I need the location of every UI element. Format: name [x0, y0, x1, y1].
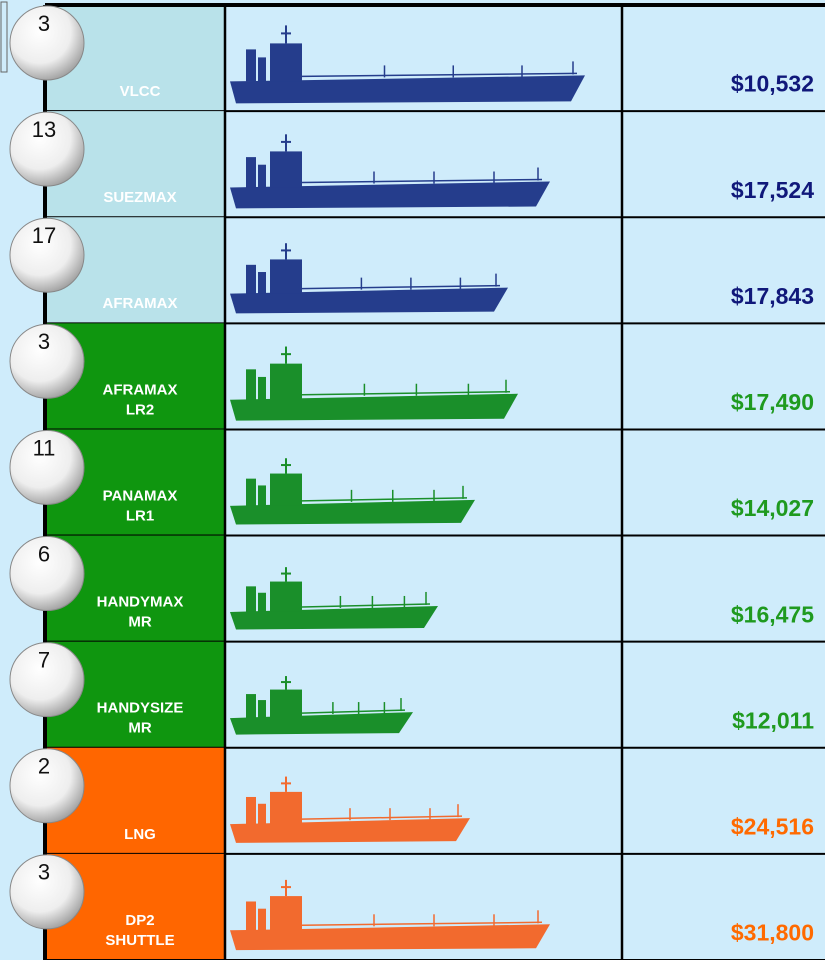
- rate-value: $14,027: [731, 495, 814, 521]
- ship-funnel: [246, 586, 256, 612]
- ship-icon: [230, 25, 585, 104]
- ship-bridge: [270, 689, 302, 719]
- ship-bridge: [270, 896, 302, 931]
- count-ball: [9, 748, 85, 824]
- ship-funnel: [246, 478, 256, 506]
- ship-type: DP2: [125, 912, 154, 929]
- count-ball: [9, 217, 85, 293]
- ship-count: 3: [38, 11, 50, 36]
- ship-count: 3: [38, 329, 50, 354]
- ship-type: VLCC: [120, 83, 161, 100]
- count-ball: [9, 323, 85, 399]
- ship-deck-rail: [301, 815, 463, 820]
- ship-funnel: [246, 264, 256, 294]
- ship-type: LR2: [126, 401, 154, 418]
- ship-hull: [230, 818, 470, 843]
- ship-icon: [230, 879, 550, 951]
- ship-bridge: [270, 43, 302, 82]
- ship-hull: [230, 287, 508, 314]
- ship-hull: [230, 181, 550, 209]
- ship-funnel: [258, 700, 266, 719]
- ship-funnel: [246, 49, 256, 82]
- ship-type: LR1: [126, 507, 154, 524]
- ship-funnel: [258, 376, 266, 400]
- ship-count: 13: [32, 117, 56, 142]
- ship-type: SHUTTLE: [105, 932, 174, 949]
- ship-icon: [230, 776, 470, 843]
- ship-hull: [230, 499, 475, 525]
- ship-icon: [230, 134, 550, 209]
- rate-value: $31,800: [731, 920, 814, 946]
- ship-icon: [230, 243, 508, 314]
- ship-funnel: [258, 57, 266, 82]
- ship-deck-rail: [301, 921, 543, 927]
- ship-icon: [230, 676, 413, 735]
- ship-count: 6: [38, 541, 50, 566]
- rate-value: $17,843: [731, 283, 814, 309]
- ship-type: AFRAMAX: [103, 295, 178, 312]
- frame-edge: [0, 1, 8, 73]
- ship-type: HANDYMAX: [97, 594, 184, 611]
- ship-bridge: [270, 581, 302, 612]
- ship-bridge: [270, 473, 302, 506]
- ship-count: 17: [32, 223, 56, 248]
- count-ball: [9, 536, 85, 612]
- rate-value: $17,490: [731, 389, 814, 415]
- count-ball: [9, 854, 85, 930]
- count-ball: [9, 5, 85, 81]
- ship-funnel: [246, 796, 256, 825]
- ship-icon: [230, 458, 475, 525]
- ship-count: 11: [33, 435, 56, 460]
- ship-deck-rail: [301, 72, 578, 78]
- rate-value: $17,524: [731, 177, 814, 203]
- ship-hull: [230, 393, 518, 421]
- rate-value: $12,011: [732, 707, 814, 733]
- ship-funnel: [246, 901, 256, 931]
- count-ball: [9, 429, 85, 505]
- ship-bridge: [270, 363, 302, 400]
- ship-hull: [230, 75, 585, 104]
- ship-bridge: [270, 791, 302, 825]
- ship-bridge: [270, 259, 302, 294]
- ship-type: SUEZMAX: [103, 189, 176, 206]
- ship-deck-rail: [301, 178, 543, 184]
- ship-funnel: [246, 157, 256, 188]
- ship-deck-rail: [301, 497, 468, 502]
- ship-type: MR: [128, 614, 151, 631]
- ship-funnel: [258, 485, 266, 506]
- ship-deck-rail: [301, 284, 501, 290]
- rate-value: $24,516: [731, 814, 814, 840]
- ship-count: 3: [38, 860, 50, 885]
- ship-type: AFRAMAX: [103, 381, 178, 398]
- ship-icon: [230, 346, 518, 421]
- ship-type: PANAMAX: [103, 487, 178, 504]
- ship-type: HANDYSIZE: [97, 700, 184, 717]
- ship-count: 7: [38, 647, 50, 672]
- ship-funnel: [258, 908, 266, 931]
- ship-funnel: [246, 694, 256, 719]
- rate-value: $16,475: [731, 601, 814, 627]
- ship-funnel: [246, 369, 256, 400]
- ship-funnel: [258, 592, 266, 612]
- count-ball: [9, 111, 85, 187]
- ship-funnel: [258, 272, 266, 294]
- ship-count: 2: [38, 754, 50, 779]
- ship-bridge: [270, 151, 302, 188]
- ship-hull: [230, 924, 550, 951]
- ship-deck-rail: [301, 603, 431, 608]
- ship-icon: [230, 567, 438, 630]
- ship-type: LNG: [124, 826, 156, 843]
- ship-funnel: [258, 164, 266, 188]
- count-ball: [9, 642, 85, 718]
- ship-deck-rail: [301, 390, 511, 396]
- ship-type: MR: [128, 720, 151, 737]
- ship-funnel: [258, 803, 266, 825]
- ship-deck-rail: [301, 709, 406, 714]
- rate-value: $10,532: [731, 71, 814, 97]
